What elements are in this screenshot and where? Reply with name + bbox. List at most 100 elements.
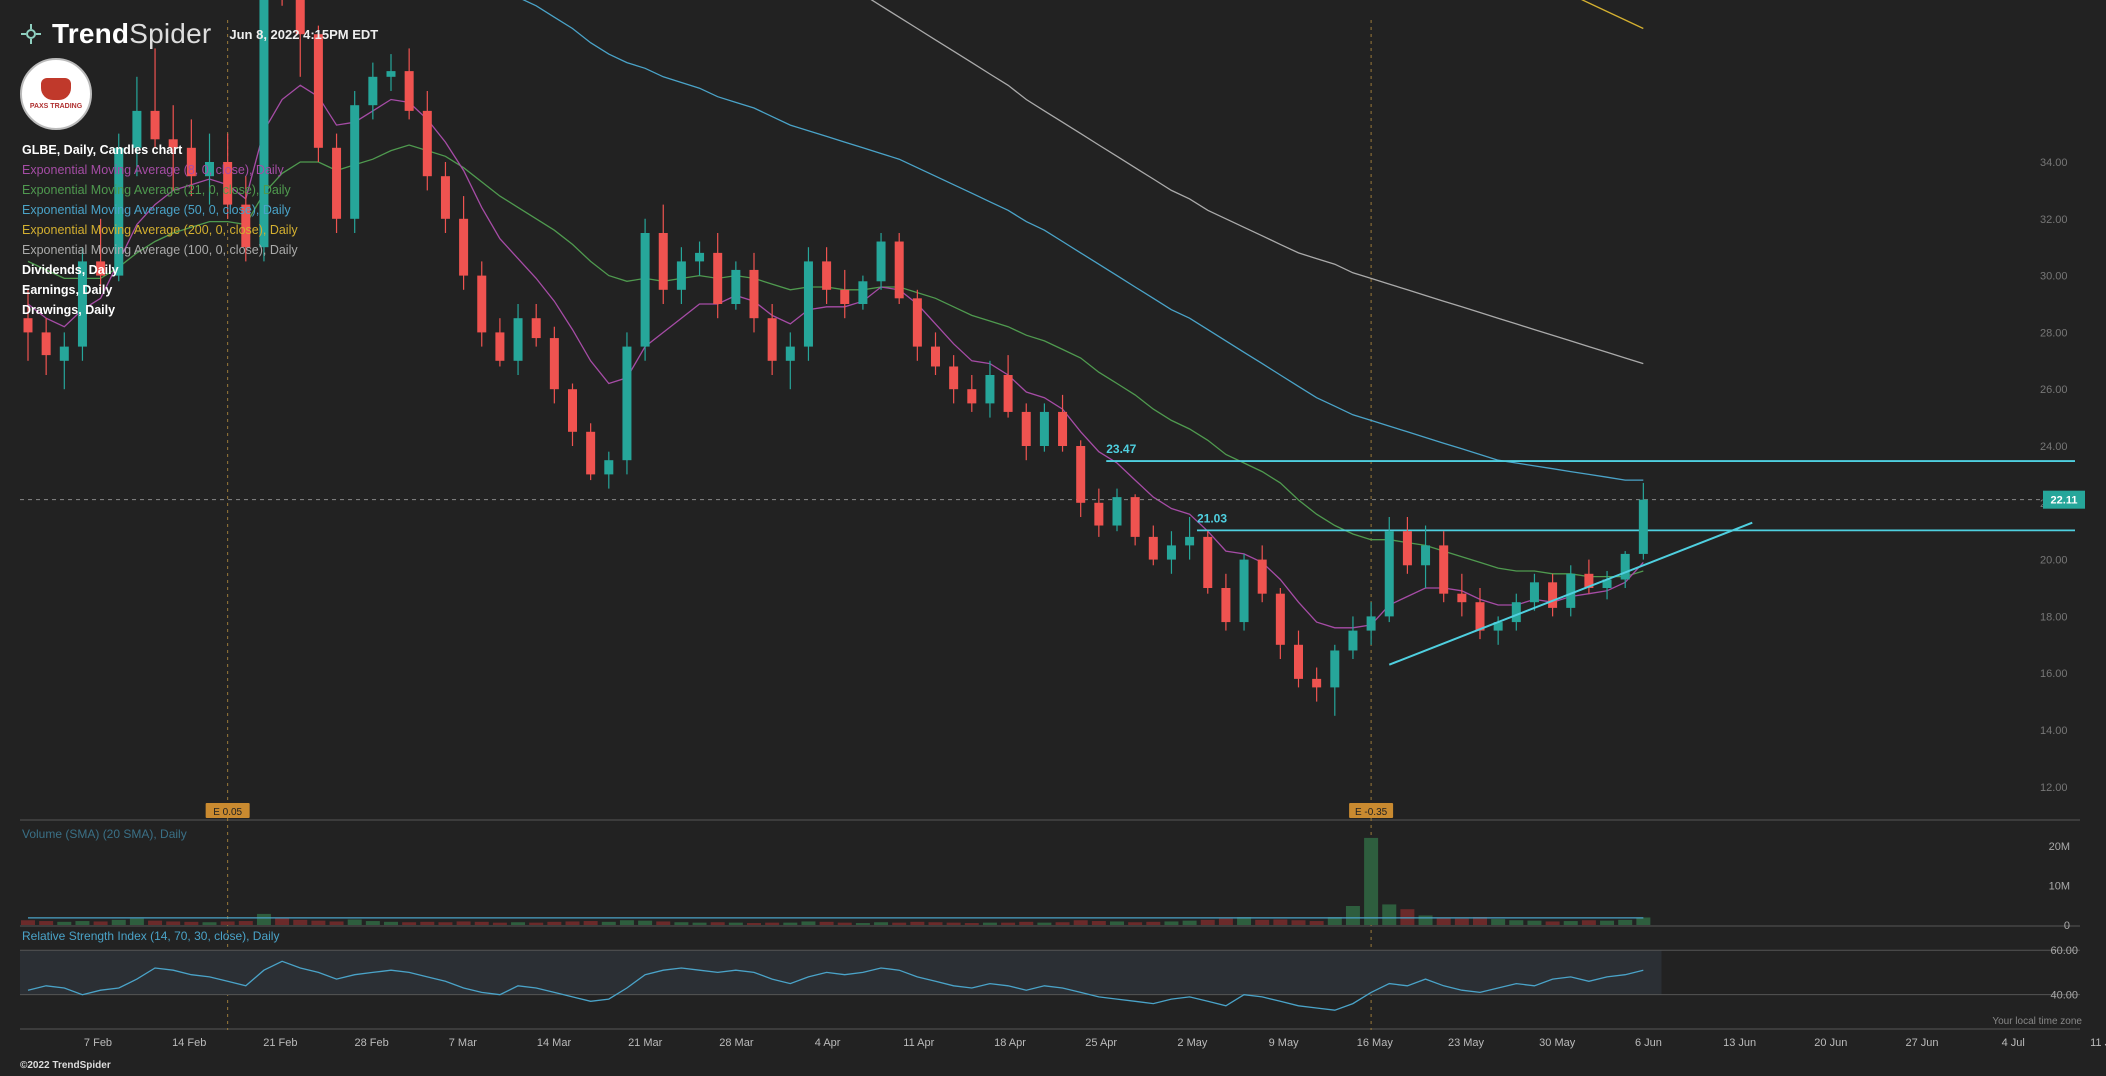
legend-item[interactable]: Exponential Moving Average (50, 0, close… bbox=[22, 203, 291, 217]
level-label: 21.03 bbox=[1197, 511, 1227, 525]
candle bbox=[1203, 531, 1213, 594]
volume-bar bbox=[910, 921, 925, 925]
volume-bar bbox=[256, 913, 271, 925]
candle bbox=[967, 375, 977, 412]
candle bbox=[23, 289, 33, 361]
candle bbox=[1039, 403, 1049, 452]
candle-body bbox=[1112, 497, 1122, 526]
candle-body bbox=[731, 269, 741, 304]
candle-body bbox=[1294, 644, 1303, 679]
y-tick-label: 30.00 bbox=[2040, 271, 2068, 283]
ascending-trendline bbox=[1388, 521, 1753, 666]
candle-body bbox=[459, 218, 469, 276]
candle bbox=[168, 105, 178, 191]
candle-body bbox=[858, 281, 868, 304]
candle bbox=[1221, 573, 1231, 631]
candle-body bbox=[223, 162, 233, 205]
candle bbox=[1003, 355, 1013, 418]
candle bbox=[440, 162, 450, 233]
candle bbox=[640, 218, 650, 361]
candle bbox=[404, 48, 414, 120]
volume-bar bbox=[928, 922, 943, 925]
volume-bar bbox=[529, 922, 544, 925]
legend-item[interactable]: Dividends, Daily bbox=[22, 263, 119, 277]
candle bbox=[1185, 517, 1195, 560]
volume-bar bbox=[964, 923, 979, 925]
volume-bar bbox=[21, 920, 35, 925]
candle bbox=[604, 451, 614, 489]
volume-bar bbox=[1218, 918, 1233, 925]
candle bbox=[713, 233, 723, 319]
legend-item[interactable]: Exponential Moving Average (21, 0, close… bbox=[22, 183, 291, 197]
candle bbox=[876, 233, 886, 290]
candle-body bbox=[586, 431, 596, 475]
candle-body bbox=[767, 318, 777, 361]
candle bbox=[205, 133, 214, 205]
volume-bar bbox=[1418, 915, 1433, 925]
candle-body bbox=[1366, 616, 1376, 631]
candle-body bbox=[513, 318, 523, 361]
volume-bar bbox=[1128, 922, 1143, 925]
candle bbox=[459, 196, 469, 290]
x-tick-label: 11 Apr bbox=[903, 1037, 934, 1049]
x-tick-label: 18 Apr bbox=[994, 1037, 1026, 1049]
candle-body bbox=[59, 346, 69, 361]
volume-bar bbox=[710, 922, 725, 925]
legend-item[interactable]: Earnings, Daily bbox=[22, 283, 113, 297]
candle-body bbox=[1457, 593, 1467, 603]
candle bbox=[241, 176, 251, 262]
bull-icon bbox=[41, 78, 71, 100]
y-tick-label: 34.00 bbox=[2040, 157, 2068, 169]
candle bbox=[622, 332, 632, 475]
legend-item[interactable]: Exponential Moving Average (8, 0, close)… bbox=[22, 163, 284, 177]
candle-body bbox=[368, 76, 378, 106]
candle bbox=[150, 48, 160, 148]
last-price-label: 22.11 bbox=[2051, 495, 2078, 507]
candle-body bbox=[1148, 536, 1158, 560]
volume-bar bbox=[892, 922, 907, 925]
legend-item[interactable]: Exponential Moving Average (100, 0, clos… bbox=[22, 243, 298, 257]
volume-bar bbox=[129, 918, 144, 925]
volume-bar bbox=[619, 920, 634, 925]
legend-item[interactable]: GLBE, Daily, Candles chart bbox=[22, 143, 183, 157]
volume-bar bbox=[1164, 921, 1179, 925]
candle bbox=[731, 261, 741, 310]
candle bbox=[1094, 488, 1104, 537]
candle bbox=[350, 91, 360, 233]
candle-body bbox=[604, 460, 614, 475]
rsi-band bbox=[20, 950, 1662, 995]
candle-body bbox=[749, 269, 759, 319]
x-tick-label: 28 Feb bbox=[354, 1037, 388, 1049]
volume-bar bbox=[728, 922, 743, 925]
candle-body bbox=[876, 241, 886, 282]
candle-body bbox=[894, 241, 904, 299]
volume-bar bbox=[946, 922, 961, 925]
candle bbox=[1566, 565, 1576, 617]
candle bbox=[96, 218, 106, 290]
candle bbox=[1312, 667, 1322, 702]
candle-body bbox=[1566, 573, 1576, 608]
candle bbox=[368, 62, 378, 120]
volume-bar bbox=[638, 920, 653, 925]
candle-body bbox=[96, 261, 106, 276]
candle-body bbox=[477, 275, 487, 333]
y-tick-label: 16.00 bbox=[2040, 668, 2068, 680]
candle-body bbox=[1620, 553, 1630, 580]
candle-body bbox=[440, 176, 450, 219]
candle bbox=[894, 233, 904, 304]
y-tick-label: 20.00 bbox=[2040, 555, 2068, 567]
x-tick-label: 28 Mar bbox=[719, 1037, 754, 1049]
candle-body bbox=[1039, 411, 1049, 446]
legend-item[interactable]: Exponential Moving Average (200, 0, clos… bbox=[22, 223, 298, 237]
header: TrendSpider Jun 8, 2022 4:15PM EDT bbox=[20, 18, 378, 50]
candle bbox=[1529, 573, 1539, 611]
legend-item[interactable]: Drawings, Daily bbox=[22, 303, 116, 317]
candle bbox=[1439, 531, 1449, 603]
volume-bar bbox=[365, 921, 380, 925]
volume-bar bbox=[1636, 917, 1651, 925]
candle bbox=[132, 76, 142, 177]
x-tick-label: 25 Apr bbox=[1085, 1037, 1117, 1049]
candle bbox=[313, 25, 323, 162]
earnings-label: E 0.05 bbox=[213, 807, 242, 818]
